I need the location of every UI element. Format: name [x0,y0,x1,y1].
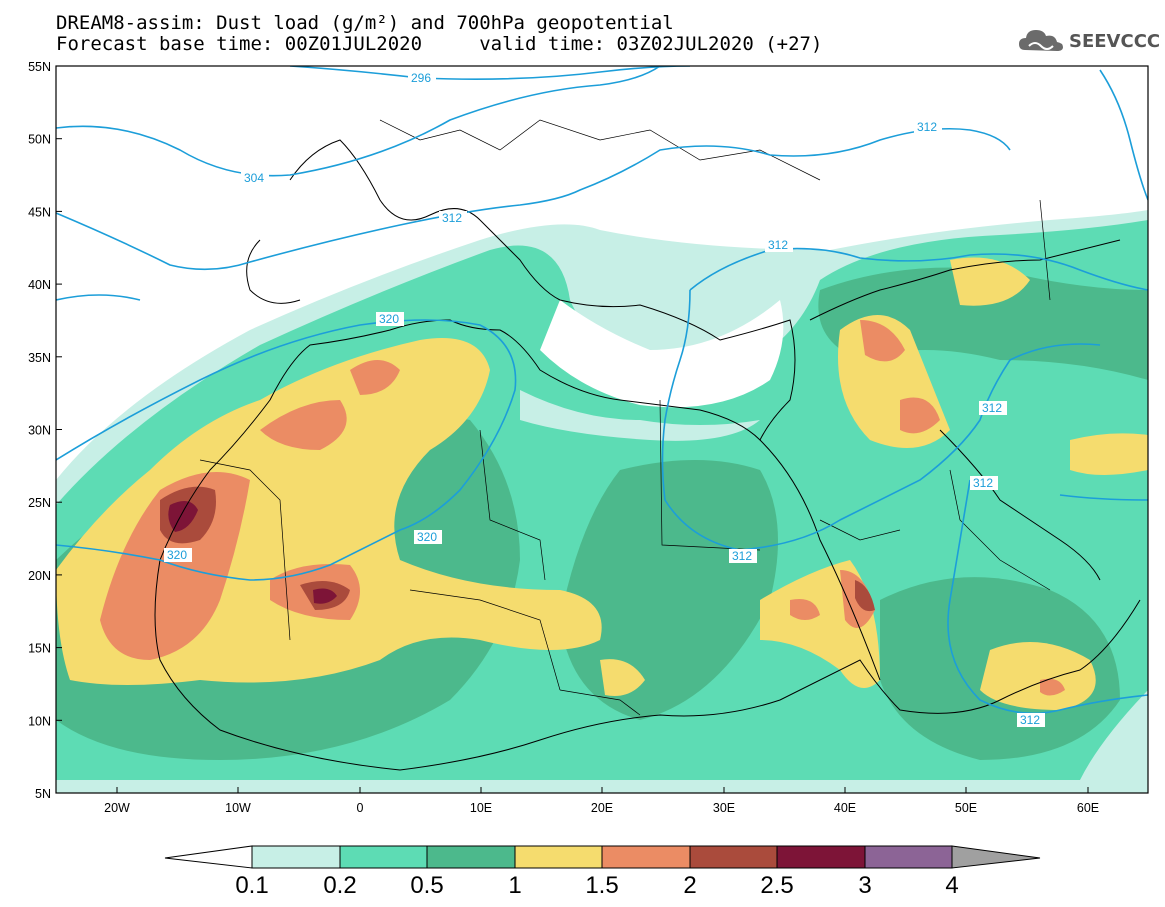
lat-tick-label: 45N [28,205,51,219]
lon-tick-label: 30E [713,801,735,815]
colorbar-label: 0.5 [410,872,444,899]
lat-tick-label: 30N [28,424,51,438]
colorbar-segment [426,845,516,869]
colorbar-segment [689,845,778,869]
colorbar-segment [514,845,603,869]
lon-tick-label: 0 [357,801,364,815]
lat-tick-label: 40N [28,278,51,292]
lat-tick-label: 55N [28,60,51,74]
contour-label: 312 [982,401,1002,415]
lat-tick-label: 5N [35,787,51,801]
contour-label: 312 [768,238,788,252]
colorbar-high-arrow [951,845,1041,869]
lat-tick-label: 20N [28,569,51,583]
contour-label: 320 [379,312,399,326]
contour-label: 312 [1020,713,1040,727]
contour-label: 312 [442,211,462,225]
contour-label: 296 [411,71,431,85]
colorbar-segment [864,845,953,869]
colorbar-label: 2 [683,872,697,899]
colorbar-label: 1 [508,872,522,899]
colorbar-label: 2.5 [760,872,794,899]
colorbar-label: 1.5 [585,872,619,899]
contour-label: 312 [732,549,752,563]
contour-label: 320 [417,530,437,544]
colorbar [164,845,1041,869]
country-borders [199,119,1051,716]
lon-axis: 20W 10W 0 10E 20E 30E 40E 50E 60E [104,787,1099,815]
colorbar-label: 0.2 [323,872,357,899]
lat-axis: 55N 50N 45N 40N 35N 30N 25N 20N 15N 10N … [28,60,62,801]
lon-tick-label: 50E [955,801,977,815]
lat-tick-label: 35N [28,351,51,365]
contour-labels: 296 304 312 312 312 320 320 320 312 312 … [164,71,1045,727]
seevccc-logo: SEEVCCC [1017,24,1161,58]
dust-field [56,66,1148,793]
lat-tick-label: 15N [28,642,51,656]
cloud-logo-icon [1019,30,1063,51]
logo-text: SEEVCCC [1069,31,1161,52]
map-title-line-1: DREAM8-assim: Dust load (g/m²) and 700hP… [56,12,674,34]
colorbar-segment [339,845,428,869]
contour-label: 312 [917,120,937,134]
coastlines [154,139,1141,771]
lon-tick-label: 20W [104,801,130,815]
lon-tick-label: 10E [470,801,492,815]
lon-tick-label: 60E [1077,801,1099,815]
colorbar-label: 4 [945,872,959,899]
lon-tick-label: 20E [591,801,613,815]
colorbar-segment [601,845,691,869]
contour-label: 312 [973,476,993,490]
geopotential-contours [56,66,1148,715]
lat-tick-label: 50N [28,133,51,147]
lon-tick-label: 10W [225,801,251,815]
contour-label: 320 [167,548,187,562]
lon-tick-label: 40E [834,801,856,815]
lat-tick-label: 10N [28,714,51,728]
lat-tick-label: 25N [28,496,51,510]
colorbar-label: 0.1 [235,872,269,899]
contour-label: 304 [244,171,264,185]
colorbar-segment [776,845,866,869]
colorbar-segment [251,845,341,869]
colorbar-label: 3 [858,872,872,899]
map-title-line-2: Forecast base time: 00Z01JUL2020 valid t… [56,33,823,55]
colorbar-low-arrow [164,845,253,869]
